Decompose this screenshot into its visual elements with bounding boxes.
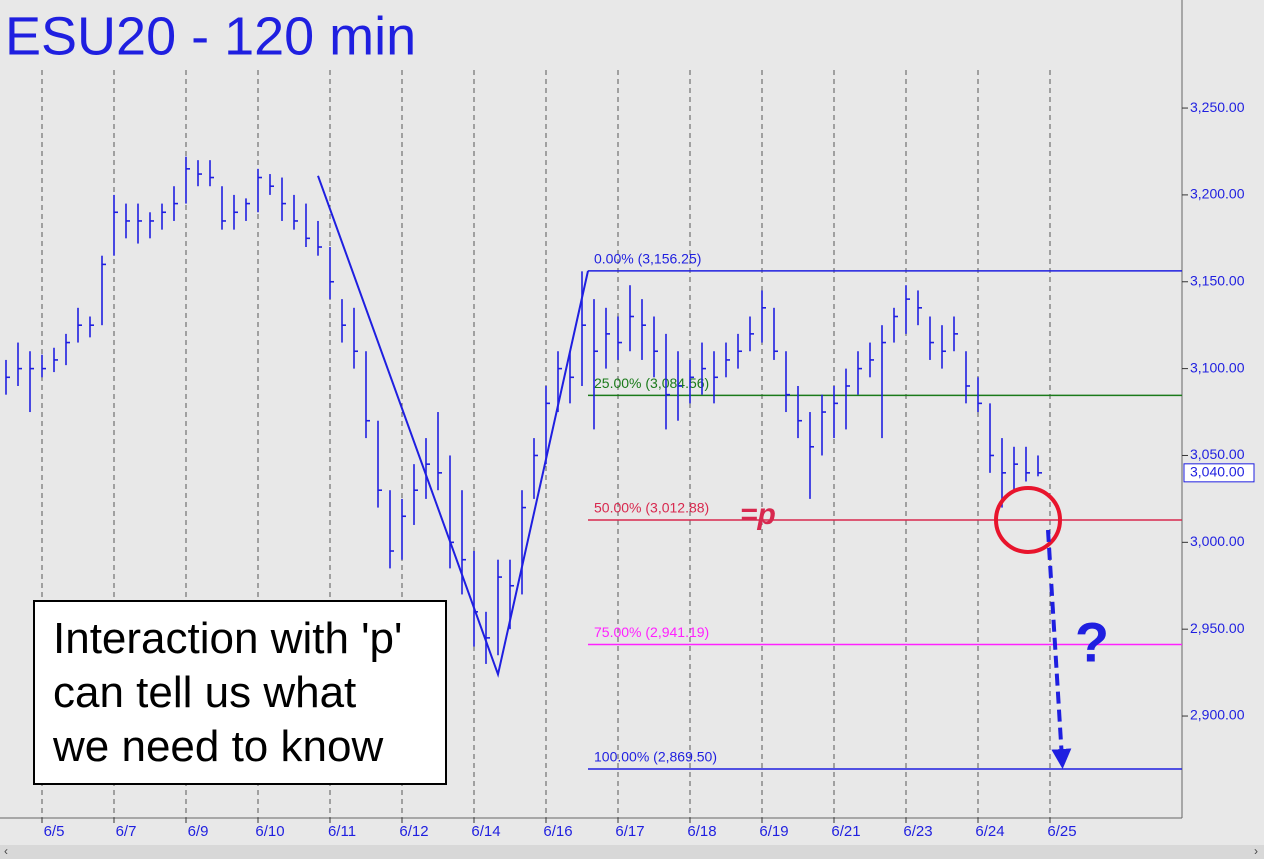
fib-label: 25.00% (3,084.56) [594, 375, 709, 391]
pattern-line [317, 175, 589, 678]
x-tick-label: 6/25 [1047, 823, 1076, 840]
scroll-right[interactable]: › [1254, 844, 1258, 858]
x-tick-label: 6/12 [399, 823, 428, 840]
fib-label: 0.00% (3,156.25) [594, 251, 701, 267]
y-tick-label: 2,900.00 [1190, 707, 1245, 723]
chart-title: ESU20 - 120 min [5, 6, 416, 66]
note-line: can tell us what [53, 668, 357, 717]
x-tick-label: 6/14 [471, 823, 500, 840]
fib-label: 75.00% (2,941.19) [594, 624, 709, 640]
x-tick-label: 6/7 [116, 823, 137, 840]
note-line: we need to know [53, 722, 384, 771]
x-tick-label: 6/19 [759, 823, 788, 840]
x-tick-label: 6/24 [975, 823, 1004, 840]
x-tick-label: 6/18 [687, 823, 716, 840]
y-tick-label: 3,150.00 [1190, 272, 1245, 288]
projection-arrow [1046, 529, 1072, 769]
x-tick-label: 6/11 [328, 823, 356, 840]
y-tick-label: 3,100.00 [1190, 359, 1245, 375]
y-tick-label: 2,950.00 [1190, 620, 1245, 636]
note-line: Interaction with 'p' [53, 614, 403, 663]
x-tick-label: 6/21 [831, 823, 860, 840]
highlight-circle [994, 485, 1062, 554]
x-tick-label: 6/5 [44, 823, 65, 840]
scroll-left[interactable]: ‹ [4, 844, 8, 858]
scrollbar[interactable] [0, 845, 1264, 859]
x-tick-label: 6/16 [543, 823, 572, 840]
last-price-label: 3,040.00 [1190, 464, 1245, 480]
y-tick-label: 3,250.00 [1190, 99, 1245, 115]
question-mark: ? [1075, 610, 1109, 673]
fib-label: 100.00% (2,869.50) [594, 749, 717, 765]
x-tick-label: 6/9 [188, 823, 209, 840]
fib-label: 50.00% (3,012.88) [594, 500, 709, 516]
p-label: =p [740, 498, 776, 531]
x-tick-label: 6/17 [615, 823, 644, 840]
y-tick-label: 3,200.00 [1190, 186, 1245, 202]
x-tick-label: 6/23 [903, 823, 932, 840]
last-price-box [1183, 463, 1255, 483]
note-box: Interaction with 'p' can tell us what we… [33, 600, 447, 785]
x-tick-label: 6/10 [255, 823, 284, 840]
y-tick-label: 3,050.00 [1190, 446, 1245, 462]
y-tick-label: 3,000.00 [1190, 533, 1245, 549]
